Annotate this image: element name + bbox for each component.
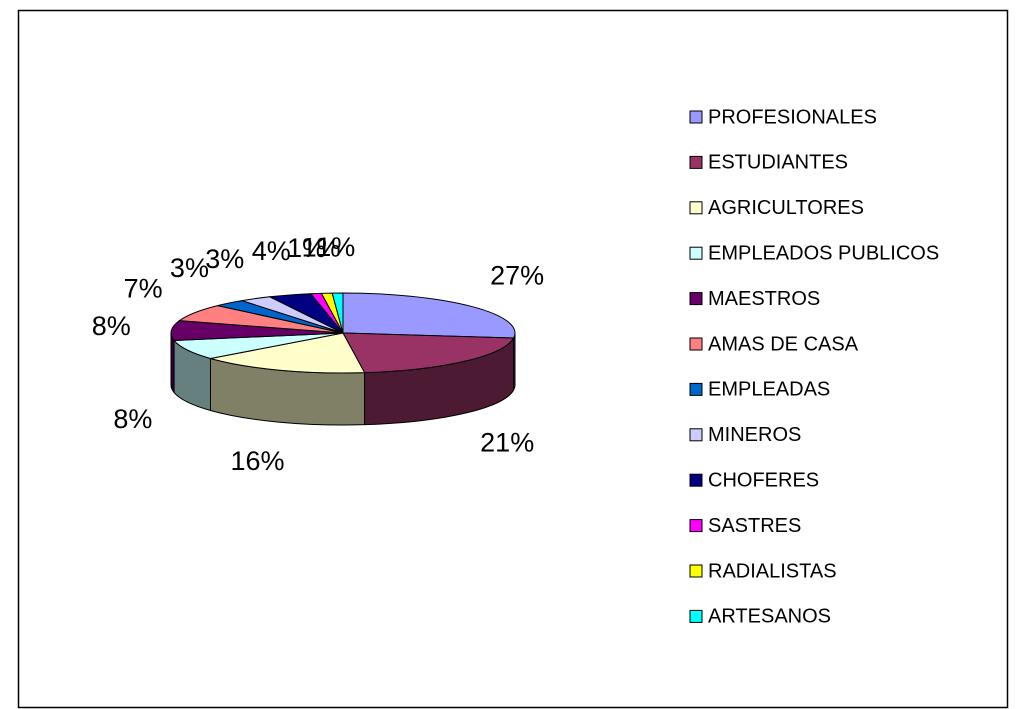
legend-swatch bbox=[689, 382, 703, 396]
legend-label: ESTUDIANTES bbox=[708, 152, 848, 174]
slice bbox=[210, 332, 366, 374]
data-label: 8% bbox=[92, 311, 131, 341]
legend-swatch bbox=[689, 564, 703, 578]
legend-label: EMPLEADAS bbox=[708, 379, 830, 401]
legend-label: SASTRES bbox=[708, 515, 801, 537]
data-label: 4% bbox=[252, 236, 291, 266]
data-label: 21% bbox=[480, 428, 534, 458]
data-label: 3% bbox=[170, 253, 209, 283]
legend-label: AMAS DE CASA bbox=[708, 333, 859, 355]
legend-swatch bbox=[689, 110, 703, 124]
legend-label: MINEROS bbox=[708, 424, 801, 446]
legend-label: RADIALISTAS bbox=[708, 560, 837, 582]
data-labels: 27%21%16%8%8%7%3%3% 4%1%1%1% bbox=[92, 232, 544, 476]
legend-label: EMPLEADOS PUBLICOS bbox=[708, 242, 939, 264]
legend-swatch bbox=[689, 337, 703, 351]
slice bbox=[331, 292, 344, 334]
data-label: 3% bbox=[205, 244, 244, 274]
slice bbox=[342, 292, 516, 339]
legend-swatch bbox=[689, 428, 703, 442]
legend-swatch bbox=[689, 292, 703, 306]
slice-side bbox=[170, 332, 175, 394]
legend-label: ARTESANOS bbox=[708, 606, 831, 628]
legend-swatch bbox=[689, 155, 703, 169]
legend-swatch bbox=[689, 473, 703, 487]
legend-label: MAESTROS bbox=[708, 288, 820, 310]
data-label: 27% bbox=[490, 261, 544, 291]
legend-swatch bbox=[689, 519, 703, 533]
legend-swatch bbox=[689, 246, 703, 260]
data-label: 16% bbox=[230, 446, 284, 476]
data-label: 1% bbox=[287, 233, 326, 263]
legend-swatch bbox=[689, 201, 703, 215]
pie bbox=[170, 292, 516, 426]
slice bbox=[342, 332, 515, 374]
data-label: 1% bbox=[316, 232, 355, 262]
data-label: 1% bbox=[302, 232, 341, 262]
legend-label: PROFESIONALES bbox=[708, 106, 877, 128]
legend-label: AGRICULTORES bbox=[708, 197, 864, 219]
data-label: 8% bbox=[113, 404, 152, 434]
legend-label: CHOFERES bbox=[708, 469, 819, 491]
legend: PROFESIONALES ESTUDIANTES AGRICULTORES EMPL… bbox=[689, 106, 939, 628]
legend-swatch bbox=[689, 609, 703, 623]
data-label: 7% bbox=[124, 273, 163, 303]
